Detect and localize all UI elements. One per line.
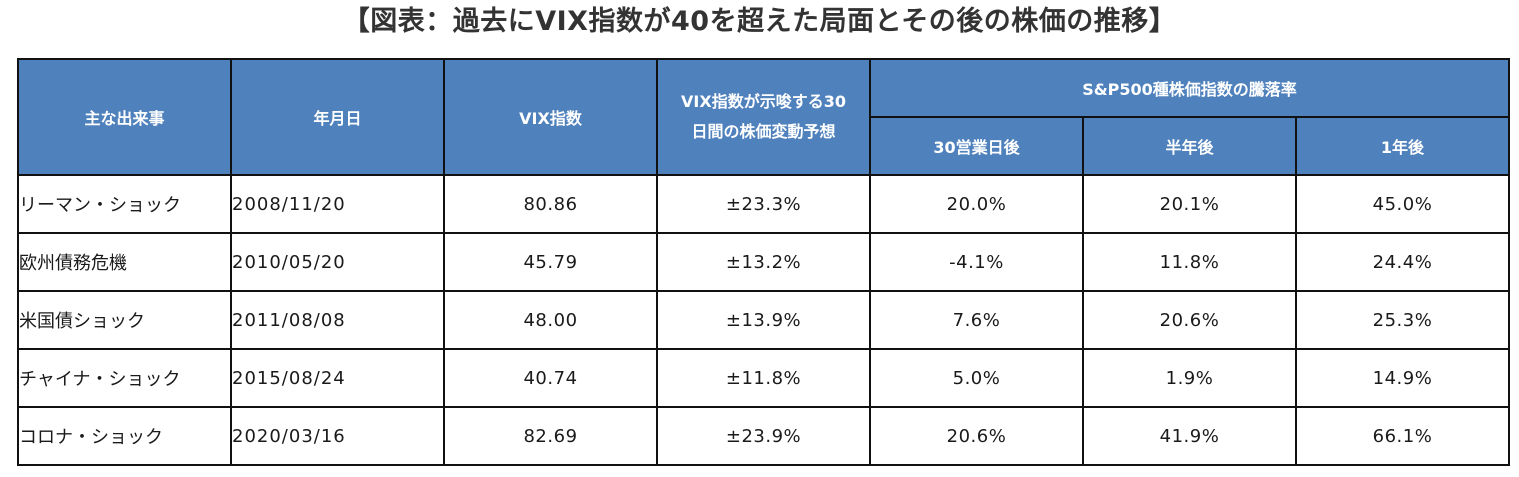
cell-after-half-year: 1.9% <box>1082 348 1297 408</box>
header-row-sub: 30営業日後 半年後 1年後 <box>18 116 1510 176</box>
cell-event: 欧州債務危機 <box>17 232 232 292</box>
cell-date: 2015/08/24 <box>230 348 445 408</box>
cell-after-1-year: 25.3% <box>1295 290 1510 350</box>
cell-after-30-days: 5.0% <box>869 348 1084 408</box>
vix-history-table: 主な出来事 年月日 VIX指数 VIX指数が示唆する30 日間の株価変動予想 S… <box>17 58 1510 466</box>
cell-implied-move: ±13.2% <box>656 232 871 292</box>
cell-event: 米国債ショック <box>17 290 232 350</box>
cell-date: 2010/05/20 <box>230 232 445 292</box>
cell-implied-move: ±11.8% <box>656 348 871 408</box>
cell-date: 2020/03/16 <box>230 406 445 466</box>
cell-vix: 82.69 <box>443 406 658 466</box>
header-implied-move: VIX指数が示唆する30 日間の株価変動予想 <box>656 58 871 176</box>
header-event: 主な出来事 <box>17 58 232 176</box>
header-implied-move-line1: VIX指数が示唆する30 <box>681 92 846 111</box>
page-title: 【図表：過去にVIX指数が40を超えた局面とその後の株価の推移】 <box>342 6 1177 37</box>
cell-vix: 80.86 <box>443 174 658 234</box>
header-row-top: 主な出来事 年月日 VIX指数 VIX指数が示唆する30 日間の株価変動予想 S… <box>17 58 1510 176</box>
cell-vix: 48.00 <box>443 290 658 350</box>
cell-implied-move: ±23.3% <box>656 174 871 234</box>
cell-after-half-year: 11.8% <box>1082 232 1297 292</box>
cell-after-30-days: 20.0% <box>869 174 1084 234</box>
header-vix: VIX指数 <box>443 58 658 176</box>
cell-after-1-year: 24.4% <box>1295 232 1510 292</box>
cell-after-half-year: 41.9% <box>1082 406 1297 466</box>
cell-after-30-days: 20.6% <box>869 406 1084 466</box>
header-after-1-year: 1年後 <box>1295 116 1510 176</box>
cell-after-1-year: 45.0% <box>1295 174 1510 234</box>
cell-date: 2008/11/20 <box>230 174 445 234</box>
header-implied-move-line2: 日間の株価変動予想 <box>691 122 836 141</box>
table-row: 米国債ショック 2011/08/08 48.00 ±13.9% 7.6% 20.6% 25.… <box>17 290 1510 350</box>
table-body: リーマン・ショック 2008/11/20 80.86 ±23.3% 20.0% 20.1%… <box>17 174 1510 466</box>
cell-after-half-year: 20.6% <box>1082 290 1297 350</box>
cell-after-1-year: 66.1% <box>1295 406 1510 466</box>
cell-implied-move: ±23.9% <box>656 406 871 466</box>
cell-implied-move: ±13.9% <box>656 290 871 350</box>
header-after-half-year: 半年後 <box>1082 116 1297 176</box>
table-row: コロナ・ショック 2020/03/16 82.69 ±23.9% 20.6% 41.9% 6… <box>17 406 1510 466</box>
cell-date: 2011/08/08 <box>230 290 445 350</box>
cell-after-30-days: 7.6% <box>869 290 1084 350</box>
cell-event: チャイナ・ショック <box>17 348 232 408</box>
cell-after-30-days: -4.1% <box>869 232 1084 292</box>
header-sp500-group: S&P500種株価指数の騰落率 <box>869 58 1510 118</box>
cell-vix: 45.79 <box>443 232 658 292</box>
cell-event: リーマン・ショック <box>17 174 232 234</box>
table-row: 欧州債務危機 2010/05/20 45.79 ±13.2% -4.1% 11.8% 24.… <box>17 232 1510 292</box>
table-row: チャイナ・ショック 2015/08/24 40.74 ±11.8% 5.0% 1.9% 14… <box>17 348 1510 408</box>
header-after-30-days: 30営業日後 <box>869 116 1084 176</box>
cell-after-half-year: 20.1% <box>1082 174 1297 234</box>
header-date: 年月日 <box>230 58 445 176</box>
table-row: リーマン・ショック 2008/11/20 80.86 ±23.3% 20.0% 20.1%… <box>17 174 1510 234</box>
cell-vix: 40.74 <box>443 348 658 408</box>
cell-event: コロナ・ショック <box>17 406 232 466</box>
cell-after-1-year: 14.9% <box>1295 348 1510 408</box>
